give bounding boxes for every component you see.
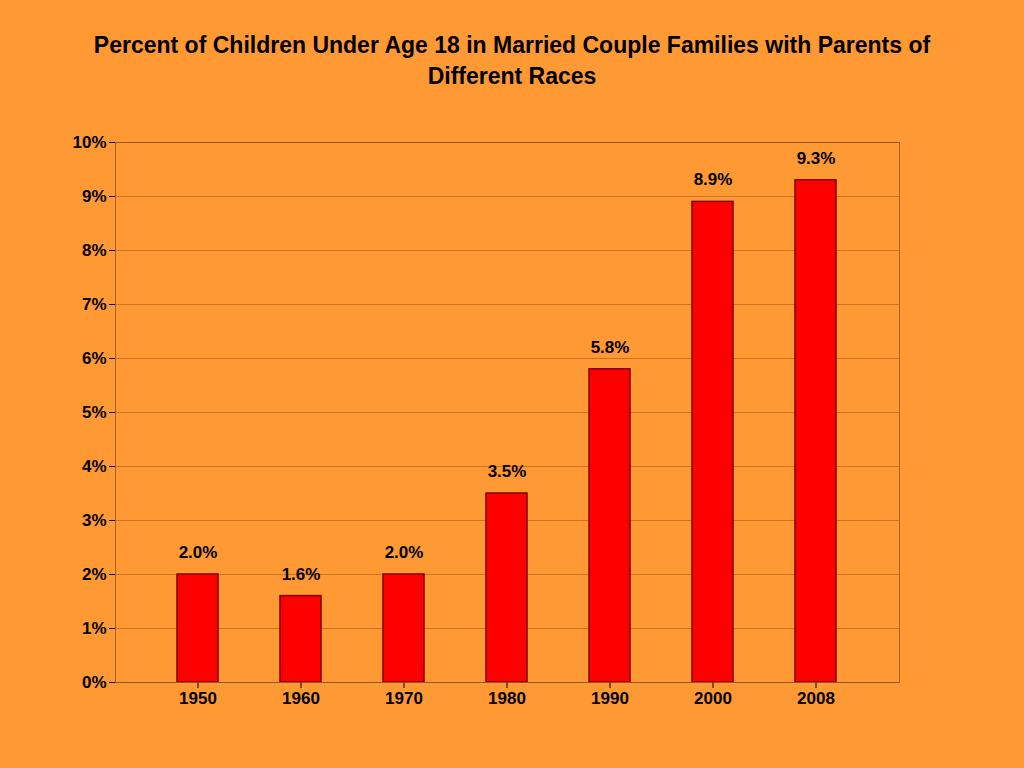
- svg-text:4%: 4%: [82, 457, 107, 476]
- svg-text:2.0%: 2.0%: [179, 543, 218, 562]
- html-text:Percent of Children Under Age: Percent of Children Under Age 18 in Marr…: [93, 32, 931, 89]
- svg-text:10%: 10%: [72, 133, 106, 152]
- svg-text:9.3%: 9.3%: [797, 149, 836, 168]
- svg-text:9%: 9%: [82, 187, 107, 206]
- svg-text:3.5%: 3.5%: [488, 462, 527, 481]
- svg-text:1990: 1990: [591, 689, 629, 708]
- svg-text:1970: 1970: [385, 689, 423, 708]
- svg-text:0%: 0%: [82, 673, 107, 692]
- svg-text:3%: 3%: [82, 511, 107, 530]
- svg-text:5%: 5%: [82, 403, 107, 422]
- svg-text:5.8%: 5.8%: [591, 338, 630, 357]
- svg-text:1950: 1950: [179, 689, 217, 708]
- svg-text:2008: 2008: [797, 689, 835, 708]
- svg-text:1960: 1960: [282, 689, 320, 708]
- svg-text:1.6%: 1.6%: [282, 565, 321, 584]
- svg-text:1980: 1980: [488, 689, 526, 708]
- svg-text:7%: 7%: [82, 295, 107, 314]
- svg-text:1%: 1%: [82, 619, 107, 638]
- svg-text:2%: 2%: [82, 565, 107, 584]
- svg-text:8.9%: 8.9%: [694, 170, 733, 189]
- svg-text:2000: 2000: [694, 689, 732, 708]
- svg-text:2.0%: 2.0%: [385, 543, 424, 562]
- svg-text:6%: 6%: [82, 349, 107, 368]
- svg-text:8%: 8%: [82, 241, 107, 260]
